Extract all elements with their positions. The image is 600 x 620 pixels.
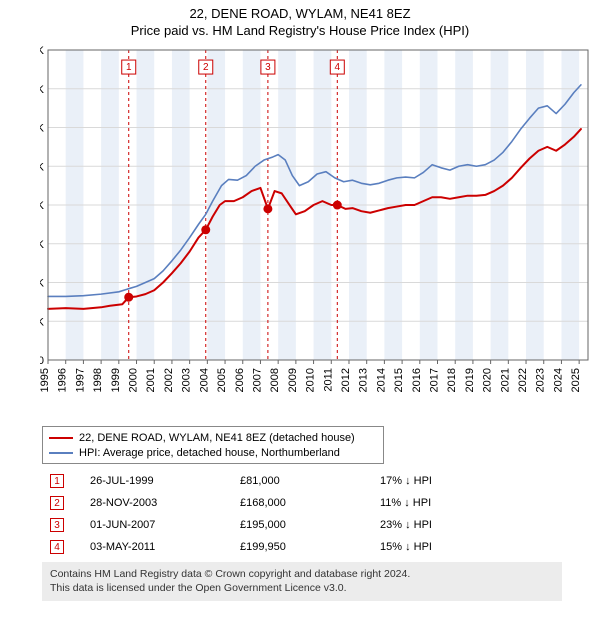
x-tick-label: 2005 [216,368,228,392]
sale-row: 4 03-MAY-2011£199,95015% ↓ HPI [42,536,562,558]
sale-row: 3 01-JUN-2007£195,00023% ↓ HPI [42,514,562,536]
attribution-box: Contains HM Land Registry data © Crown c… [42,562,562,601]
x-tick-label: 2008 [269,368,281,392]
x-tick-label: 2021 [499,368,511,392]
y-tick-label: £200K [40,200,45,212]
x-tick-label: 2017 [429,368,441,392]
y-tick-label: £250K [40,161,45,173]
legend-label: 22, DENE ROAD, WYLAM, NE41 8EZ (detached… [79,432,355,444]
title-subtitle: Price paid vs. HM Land Registry's House … [0,23,600,38]
sale-delta: 17% ↓ HPI [372,470,562,492]
figure-container: 22, DENE ROAD, WYLAM, NE41 8EZ Price pai… [0,0,600,620]
title-block: 22, DENE ROAD, WYLAM, NE41 8EZ Price pai… [0,0,600,40]
sale-date: 01-JUN-2007 [82,514,232,536]
x-tick-label: 2004 [198,368,210,392]
x-tick-label: 2013 [358,368,370,392]
x-tick-label: 2009 [287,368,299,392]
x-axis-labels: 1995 1996 1997 1998 1999 2000 2001 2002 2003 2004… [40,368,582,392]
legend-label: HPI: Average price, detached house, Nort… [79,447,340,459]
y-axis-labels: £0 £50K £100K £150K £200K £250K £300K £350K £400… [40,45,45,367]
x-tick-label: 2015 [393,368,405,392]
sale-row: 1 26-JUL-1999£81,00017% ↓ HPI [42,470,562,492]
sale-delta: 11% ↓ HPI [372,492,562,514]
x-tick-label: 1997 [74,368,86,392]
y-tick-label: £100K [40,278,45,290]
title-address: 22, DENE ROAD, WYLAM, NE41 8EZ [0,6,600,21]
sale-price: £195,000 [232,514,372,536]
x-tick-label: 1999 [110,368,122,392]
marker-number: 2 [203,62,209,73]
marker-boxes: 1 2 3 4 [122,60,345,74]
sale-delta: 15% ↓ HPI [372,536,562,558]
x-tick-label: 2020 [482,368,494,392]
legend-box: 22, DENE ROAD, WYLAM, NE41 8EZ (detached… [42,426,384,464]
x-tick-label: 2019 [464,368,476,392]
y-tick-label: £400K [40,45,45,57]
x-tick-label: 2014 [375,368,387,392]
sale-marker: 2 [50,496,64,510]
sale-price: £81,000 [232,470,372,492]
x-tick-label: 1998 [92,368,104,392]
y-tick-label: £0 [40,355,44,367]
x-tick-label: 2010 [305,368,317,392]
sale-price: £168,000 [232,492,372,514]
attribution-line: This data is licensed under the Open Gov… [50,582,554,596]
x-tick-label: 2000 [128,368,140,392]
legend-swatch [49,452,73,454]
sale-dot [263,204,272,213]
marker-number: 1 [126,62,132,73]
x-tick-label: 2011 [322,368,334,392]
x-tick-label: 2003 [181,368,193,392]
legend-item: HPI: Average price, detached house, Nort… [49,445,377,460]
x-tick-label: 2012 [340,368,352,392]
x-tick-label: 2024 [552,368,564,392]
y-tick-label: £150K [40,239,45,251]
sale-marker: 3 [50,518,64,532]
sale-dot [124,293,133,302]
sale-price: £199,950 [232,536,372,558]
x-tick-label: 2007 [251,368,263,392]
y-tick-label: £300K [40,123,45,135]
chart-area: 1 2 3 4 £0 £50K £100K £150K £200K £250K £300K £350… [40,40,600,420]
x-tick-label: 2006 [234,368,246,392]
sale-marker: 4 [50,540,64,554]
sale-dot [201,225,210,234]
sale-row: 2 28-NOV-2003£168,00011% ↓ HPI [42,492,562,514]
sale-date: 28-NOV-2003 [82,492,232,514]
legend-item: 22, DENE ROAD, WYLAM, NE41 8EZ (detached… [49,430,377,445]
sale-date: 03-MAY-2011 [82,536,232,558]
x-tick-label: 1995 [40,368,51,392]
chart-svg: 1 2 3 4 £0 £50K £100K £150K £200K £250K £300K £350… [40,40,600,420]
y-tick-label: £350K [40,84,45,96]
marker-number: 3 [265,62,271,73]
x-tick-label: 2025 [570,368,582,392]
x-tick-label: 2016 [411,368,423,392]
x-tick-label: 2023 [535,368,547,392]
x-tick-label: 2022 [517,368,529,392]
x-tick-label: 2001 [145,368,157,392]
legend-swatch [49,437,73,439]
sale-dots [124,201,342,302]
sale-marker: 1 [50,474,64,488]
x-tick-label: 2018 [446,368,458,392]
sale-date: 26-JUL-1999 [82,470,232,492]
x-tick-label: 1996 [57,368,69,392]
attribution-line: Contains HM Land Registry data © Crown c… [50,568,554,582]
marker-number: 4 [335,62,341,73]
sales-table: 1 26-JUL-1999£81,00017% ↓ HPI 2 28-NOV-2003… [42,470,562,558]
y-tick-label: £50K [40,316,45,328]
sale-delta: 23% ↓ HPI [372,514,562,536]
x-tick-label: 2002 [163,368,175,392]
sale-dot [333,201,342,210]
